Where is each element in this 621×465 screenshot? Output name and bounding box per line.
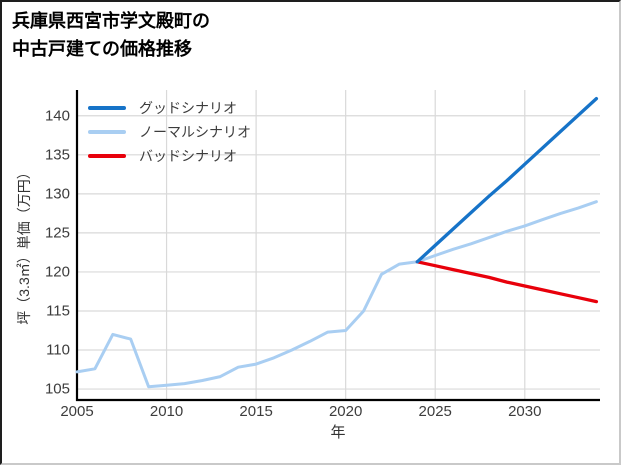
x-tick-label: 2020 <box>328 403 363 420</box>
legend-line-swatch <box>88 130 126 134</box>
y-tick-label: 120 <box>44 263 70 281</box>
x-tick-label: 2005 <box>60 403 94 420</box>
legend-item-good: グッドシナリオ <box>88 96 251 120</box>
y-tick-label: 140 <box>44 107 70 125</box>
chart-title-line1: 兵庫県西宮市学文殿町の <box>12 11 210 31</box>
good-scenario-line <box>415 96 599 264</box>
x-tick-label: 2025 <box>418 403 452 420</box>
normal-scenario-line <box>75 200 598 389</box>
legend-label: ノーマルシナリオ <box>139 124 251 140</box>
chart-title-line2: 中古戸建ての価格推移 <box>12 38 192 59</box>
legend-label: バッドシナリオ <box>139 148 237 164</box>
legend-line-swatch <box>88 154 126 158</box>
legend-label: グッドシナリオ <box>139 100 237 116</box>
legend-item-bad: バッドシナリオ <box>88 144 251 168</box>
bad-scenario-line <box>415 260 599 304</box>
y-tick-label: 135 <box>44 146 70 164</box>
chart-title: 兵庫県西宮市学文殿町の 中古戸建ての価格推移 <box>12 8 210 64</box>
legend: グッドシナリオ ノーマルシナリオ バッドシナリオ <box>88 96 251 168</box>
y-tick-label: 115 <box>46 302 70 320</box>
x-axis-label: 年 <box>330 424 346 441</box>
legend-item-normal: ノーマルシナリオ <box>88 120 251 144</box>
legend-line-swatch <box>88 106 126 110</box>
x-tick-label: 2015 <box>239 403 273 420</box>
y-tick-label: 130 <box>44 185 70 203</box>
y-tick-label: 110 <box>46 341 70 359</box>
x-tick-label: 2010 <box>149 403 184 420</box>
y-tick-label: 105 <box>44 380 70 398</box>
x-tick-label: 2030 <box>508 403 542 420</box>
y-tick-label: 125 <box>44 224 70 242</box>
y-axis-label: 坪（3.3㎡）単価（万円） <box>16 165 32 325</box>
